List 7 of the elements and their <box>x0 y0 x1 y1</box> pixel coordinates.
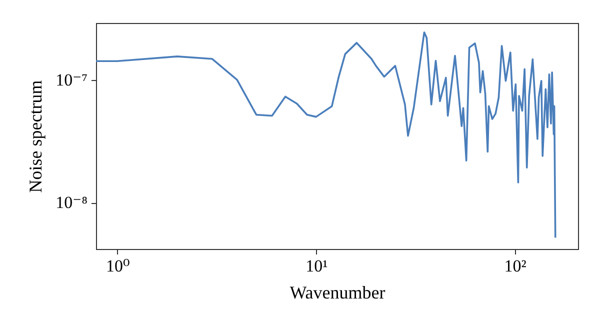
x-tick-label: 10⁰ <box>106 256 130 276</box>
y-axis-title: Noise spectrum <box>26 80 46 193</box>
y-tick-label: 10⁻⁷ <box>56 70 88 90</box>
x-tick-label: 10² <box>504 256 526 276</box>
y-tick-label: 10⁻⁸ <box>56 193 88 212</box>
x-axis-title: Wavenumber <box>290 282 386 302</box>
x-tick-label: 10¹ <box>306 256 328 276</box>
